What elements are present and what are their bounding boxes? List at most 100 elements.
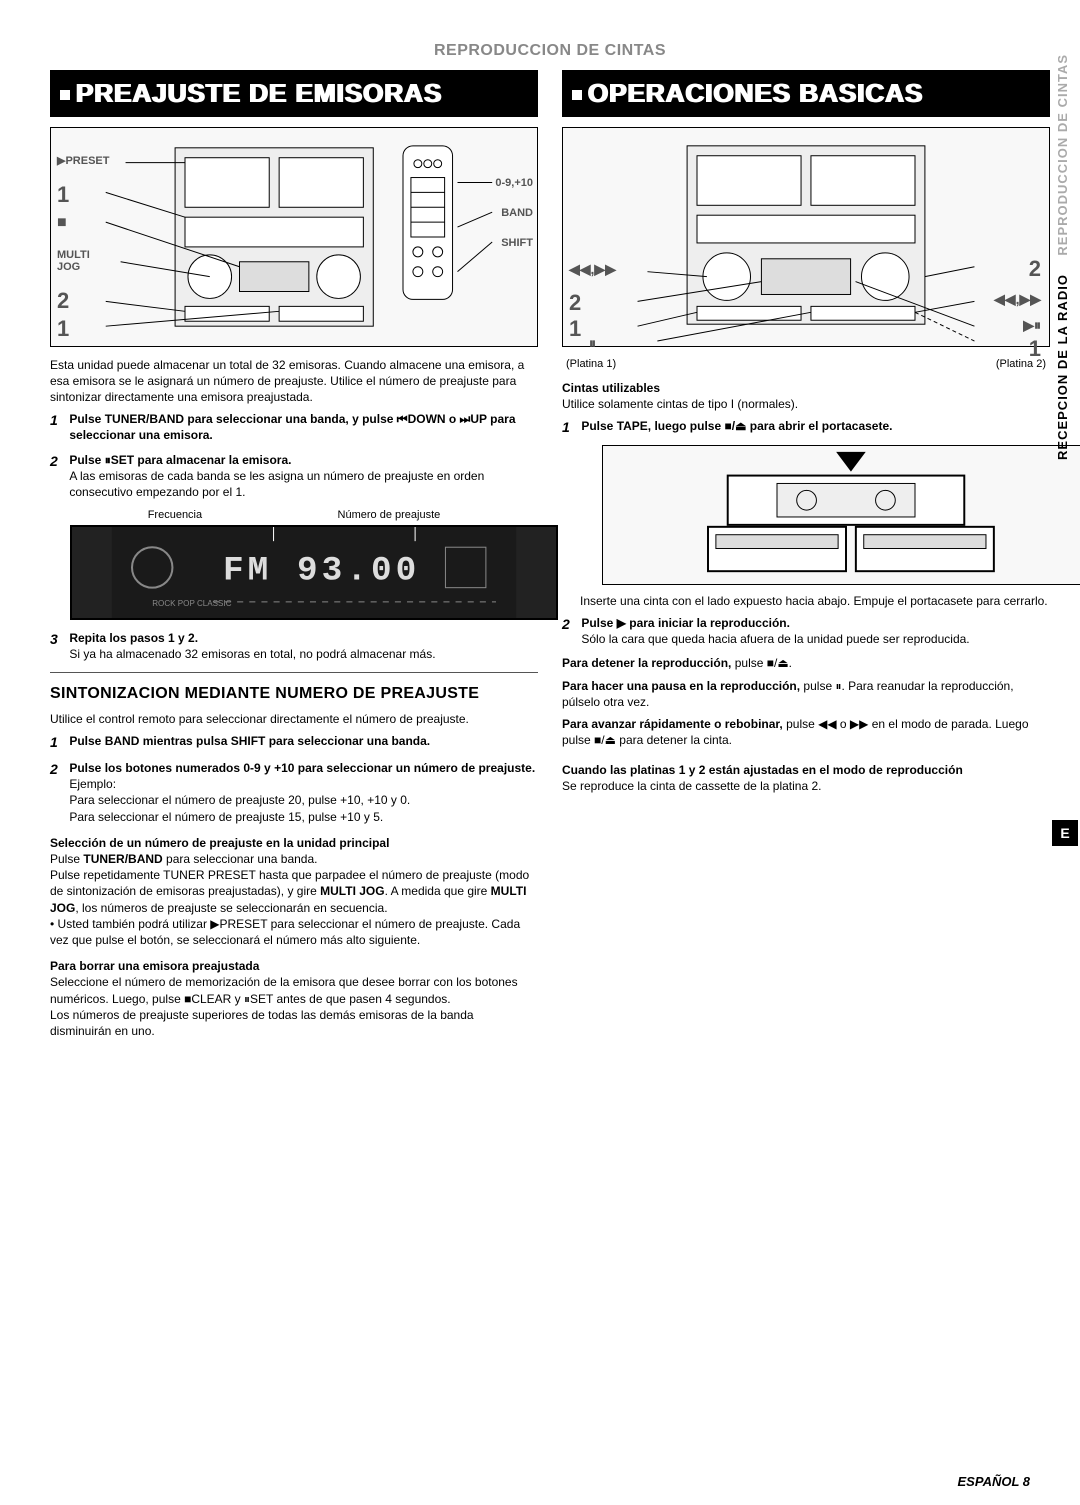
right-step2: 2 Pulse ▶ para iniciar la reproducción. … (562, 615, 1050, 647)
step-body: Pulse los botones numerados 0-9 y +10 pa… (69, 760, 537, 825)
frecuencia-label: Frecuencia (148, 508, 202, 523)
step3-block: 3 Repita los pasos 1 y 2. Si ya ha almac… (50, 630, 538, 662)
label-1-right: 1 (1029, 334, 1041, 364)
right-title-text: OPERACIONES BASICAS (588, 78, 923, 108)
left-main-diagram: ▶PRESET 1 ■ MULTI JOG 2 1 0-9,+10 BAND S… (50, 127, 538, 347)
cassette-diagram (602, 445, 1080, 585)
step-number: 1 (50, 411, 66, 430)
right-column: OPERACIONES BASICAS (562, 70, 1050, 1045)
step-row: 1 Pulse TUNER/BAND para seleccionar una … (50, 411, 538, 443)
step-row: 1 Pulse TAPE, luego pulse ■/⏏ para abrir… (562, 418, 1050, 437)
label-1-left: 1 (569, 314, 581, 344)
label-digits: 0-9,+10 (495, 176, 533, 191)
para-d-rest: Se reproduce la cinta de cassette de la … (562, 779, 822, 793)
svg-text:ROCK POP CLASSIC: ROCK POP CLASSIC (152, 599, 231, 608)
sub-a-bullet: • Usted también podrá utilizar ▶PRESET p… (50, 917, 520, 947)
side-tab-line1: RECEPCION DE LA RADIO (1055, 274, 1070, 460)
label-2: 2 (57, 286, 69, 316)
step-body: Pulse TUNER/BAND para seleccionar una ba… (69, 411, 537, 443)
label-jog: JOG (57, 260, 80, 275)
step-text: A las emisoras de cada banda se les asig… (69, 469, 484, 499)
sub-b-body1: Seleccione el número de memorización de … (50, 975, 518, 1005)
label-pause-left: ⏸ (589, 334, 596, 353)
sub-a-title: Selección de un número de preajuste en l… (50, 836, 389, 850)
label-rwff-right: ◀◀,▶▶ (994, 290, 1041, 309)
left-column: PREAJUSTE DE EMISORAS (50, 70, 538, 1045)
label-preset: ▶PRESET (57, 154, 109, 169)
step-row: 2 Pulse ▶ para iniciar la reproducción. … (562, 615, 1050, 647)
lcd-display-diagram: FM 93.00 ROCK POP CLASSIC (70, 525, 558, 620)
step-number: 2 (562, 615, 578, 634)
left-title-bar: PREAJUSTE DE EMISORAS (50, 70, 538, 117)
step-number: 2 (50, 760, 66, 779)
step-body: Repita los pasos 1 y 2. Si ya ha almacen… (69, 630, 537, 662)
para-d-bold: Cuando las platinas 1 y 2 están ajustada… (562, 763, 963, 777)
step-row: 1 Pulse BAND mientras pulsa SHIFT para s… (50, 733, 538, 752)
step-bold: Pulse BAND mientras pulsa SHIFT para sel… (69, 734, 430, 748)
step-number: 1 (50, 733, 66, 752)
label-band: BAND (501, 206, 533, 221)
sub-b-title: Para borrar una emisora preajustada (50, 959, 259, 973)
right-title-bar: OPERACIONES BASICAS (562, 70, 1050, 117)
step-bold: Pulse ⏸SET para almacenar la emisora. (69, 453, 291, 467)
step-text: Si ya ha almacenado 32 emisoras en total… (69, 647, 435, 661)
page-footer: ESPAÑOL 8 (958, 1473, 1030, 1491)
section-rule (50, 672, 538, 679)
para-a: Para detener la reproducción, pulse ■/⏏. (562, 655, 1050, 671)
sub-a-body2: Pulse repetidamente TUNER PRESET hasta q… (50, 868, 529, 914)
label-square: ■ (57, 212, 67, 234)
section2-steps: 1 Pulse BAND mientras pulsa SHIFT para s… (50, 733, 538, 825)
step-bold: Pulse TAPE, luego pulse ■/⏏ para abrir e… (581, 418, 1049, 434)
step-row: 3 Repita los pasos 1 y 2. Si ya ha almac… (50, 630, 538, 662)
step-row: 2 Pulse ⏸SET para almacenar la emisora. … (50, 452, 538, 501)
side-tab: RECEPCION DE LA RADIO REPRODUCCION DE CI… (1054, 54, 1074, 460)
label-1b: 1 (57, 314, 69, 344)
para-b: Para hacer una pausa en la reproducción,… (562, 678, 1050, 710)
para-c: Para avanzar rápidamente o rebobinar, pu… (562, 716, 1050, 748)
platina1-label: (Platina 1) (566, 357, 616, 372)
sub-a-block: Selección de un número de preajuste en l… (50, 835, 538, 948)
right-main-diagram: ◀◀,▶▶ 2 1 ⏸ 2 ◀◀,▶▶ ▶⏸ 1 (562, 127, 1050, 347)
section2-title: SINTONIZACION MEDIANTE NUMERO DE PREAJUS… (50, 683, 538, 705)
step-bold: Pulse los botones numerados 0-9 y +10 pa… (69, 761, 535, 775)
step-bold: Repita los pasos 1 y 2. (69, 631, 198, 645)
step-bold: Pulse TUNER/BAND para seleccionar una ba… (69, 412, 515, 442)
label-1a: 1 (57, 180, 69, 210)
svg-text:FM 93.00: FM 93.00 (223, 552, 420, 591)
step-row: 2 Pulse los botones numerados 0-9 y +10 … (50, 760, 538, 825)
side-tab-line2: REPRODUCCION DE CINTAS (1055, 54, 1070, 256)
header-grey: REPRODUCCION DE CINTAS (434, 42, 666, 59)
cintas-block: Cintas utilizables Utilice solamente cin… (562, 380, 1050, 412)
para-a-rest: pulse ■/⏏. (731, 656, 792, 670)
label-rwff-left: ◀◀,▶▶ (569, 260, 616, 279)
step-number: 1 (562, 418, 578, 437)
insert-text: Inserte una cinta con el lado expuesto h… (562, 593, 1050, 609)
step-bold: Pulse ▶ para iniciar la reproducción. (581, 616, 790, 630)
display-label-row: Frecuencia Número de preajuste (80, 508, 508, 523)
step-text: Sólo la cara que queda hacia afuera de l… (581, 632, 969, 646)
label-2-right: 2 (1029, 254, 1041, 284)
title-bullet-icon (572, 90, 582, 100)
para-d: Cuando las platinas 1 y 2 están ajustada… (562, 762, 1050, 794)
para-c-bold: Para avanzar rápidamente o rebobinar, (562, 717, 783, 731)
section2-intro: Utilice el control remoto para seleccion… (50, 711, 538, 727)
sub-b-body2: Los números de preajuste superiores de t… (50, 1008, 474, 1038)
para-a-bold: Para detener la reproducción, (562, 656, 731, 670)
ejemplo-label: Ejemplo: (69, 777, 116, 791)
cintas-body: Utilice solamente cintas de tipo I (norm… (562, 397, 798, 411)
left-title-text: PREAJUSTE DE EMISORAS (76, 78, 442, 108)
left-intro: Esta unidad puede almacenar un total de … (50, 357, 538, 406)
step-body: Pulse BAND mientras pulsa SHIFT para sel… (69, 733, 537, 749)
para-b-bold: Para hacer una pausa en la reproducción, (562, 679, 800, 693)
right-step1: 1 Pulse TAPE, luego pulse ■/⏏ para abrir… (562, 418, 1050, 437)
numpre-label: Número de preajuste (338, 508, 441, 523)
label-shift: SHIFT (501, 236, 533, 251)
title-bullet-icon (60, 90, 70, 100)
step-body: Pulse ⏸SET para almacenar la emisora. A … (69, 452, 537, 501)
label-pp-right: ▶⏸ (1023, 316, 1041, 335)
two-column-layout: PREAJUSTE DE EMISORAS (50, 70, 1050, 1045)
step-body: Pulse ▶ para iniciar la reproducción. Só… (581, 615, 1049, 647)
ejemplo-line1: Para seleccionar el número de preajuste … (69, 793, 410, 807)
cintas-title: Cintas utilizables (562, 381, 660, 395)
e-marker: E (1052, 820, 1078, 846)
